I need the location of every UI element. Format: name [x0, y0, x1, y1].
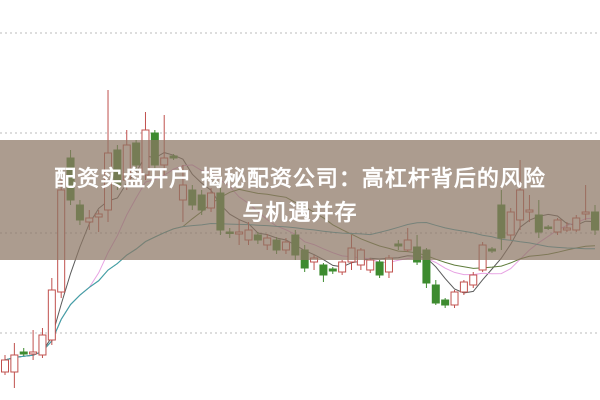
title-line-2: 与机遇并存 [242, 201, 358, 226]
candle-body [338, 261, 347, 273]
candle-body [47, 289, 56, 341]
candle-body [384, 257, 393, 273]
candle-body [459, 281, 468, 293]
candle-body [366, 259, 375, 271]
candle-body [19, 351, 28, 355]
candle-body [431, 284, 440, 304]
candle-body [328, 268, 337, 272]
candle-body [441, 299, 450, 306]
candle-body [29, 351, 38, 355]
title-banner [0, 140, 600, 260]
candle-body [10, 354, 19, 373]
candle-body [469, 274, 478, 286]
article-title: 配资实盘开户 揭秘配资公司：高杠杆背后的风险 与机遇并存 [0, 163, 600, 231]
candle-body [38, 334, 47, 356]
candle-body [319, 264, 328, 276]
candle-body [375, 261, 384, 276]
title-line-1: 配资实盘开户 揭秘配资公司：高杠杆背后的风险 [54, 167, 546, 192]
candle-body [450, 291, 459, 306]
candle-body [1, 359, 9, 373]
